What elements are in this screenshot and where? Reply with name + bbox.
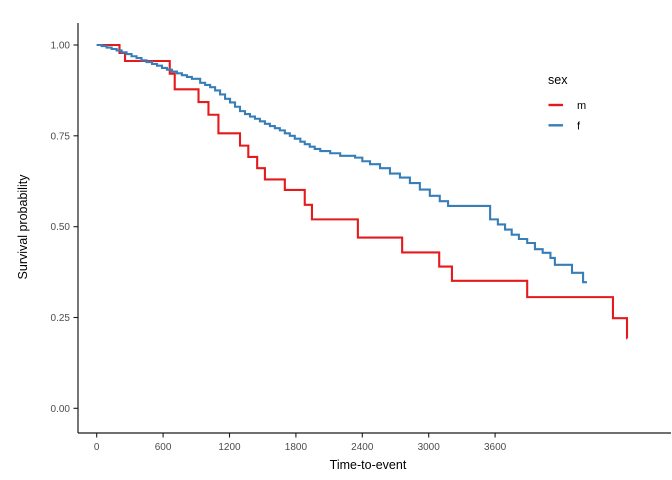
x-tick-label: 3000: [418, 442, 441, 453]
y-tick-label: 1.00: [51, 41, 71, 52]
legend-title: sex: [548, 73, 568, 87]
x-tick-label: 3600: [484, 442, 507, 453]
x-tick-label: 1200: [218, 442, 241, 453]
y-tick-label: 0.00: [51, 404, 71, 415]
curves-group: [96, 43, 629, 340]
x-tick-marks: [96, 433, 496, 438]
y-tick-label: 0.75: [51, 131, 71, 142]
y-tick-labels: 1.00 0.75 0.50 0.25 0.00: [51, 41, 71, 415]
y-tick-label: 0.25: [51, 313, 71, 324]
y-tick-marks: [73, 44, 78, 409]
x-tick-labels: 0 600 1200 1800 2400 3000 3600: [94, 442, 507, 453]
x-tick-label: 2400: [351, 442, 374, 453]
x-tick-label: 600: [155, 442, 172, 453]
legend: sex m f: [548, 73, 586, 132]
legend-label-f: f: [577, 120, 581, 132]
y-tick-label: 0.50: [51, 222, 71, 233]
y-axis-title: Survival probability: [16, 174, 30, 280]
x-tick-label: 0: [94, 442, 100, 453]
survival-curve-m: [96, 43, 629, 340]
x-axis-title: Time-to-event: [330, 458, 407, 472]
legend-label-m: m: [577, 100, 586, 112]
survival-curve-f: [96, 43, 587, 284]
x-tick-label: 1800: [285, 442, 308, 453]
